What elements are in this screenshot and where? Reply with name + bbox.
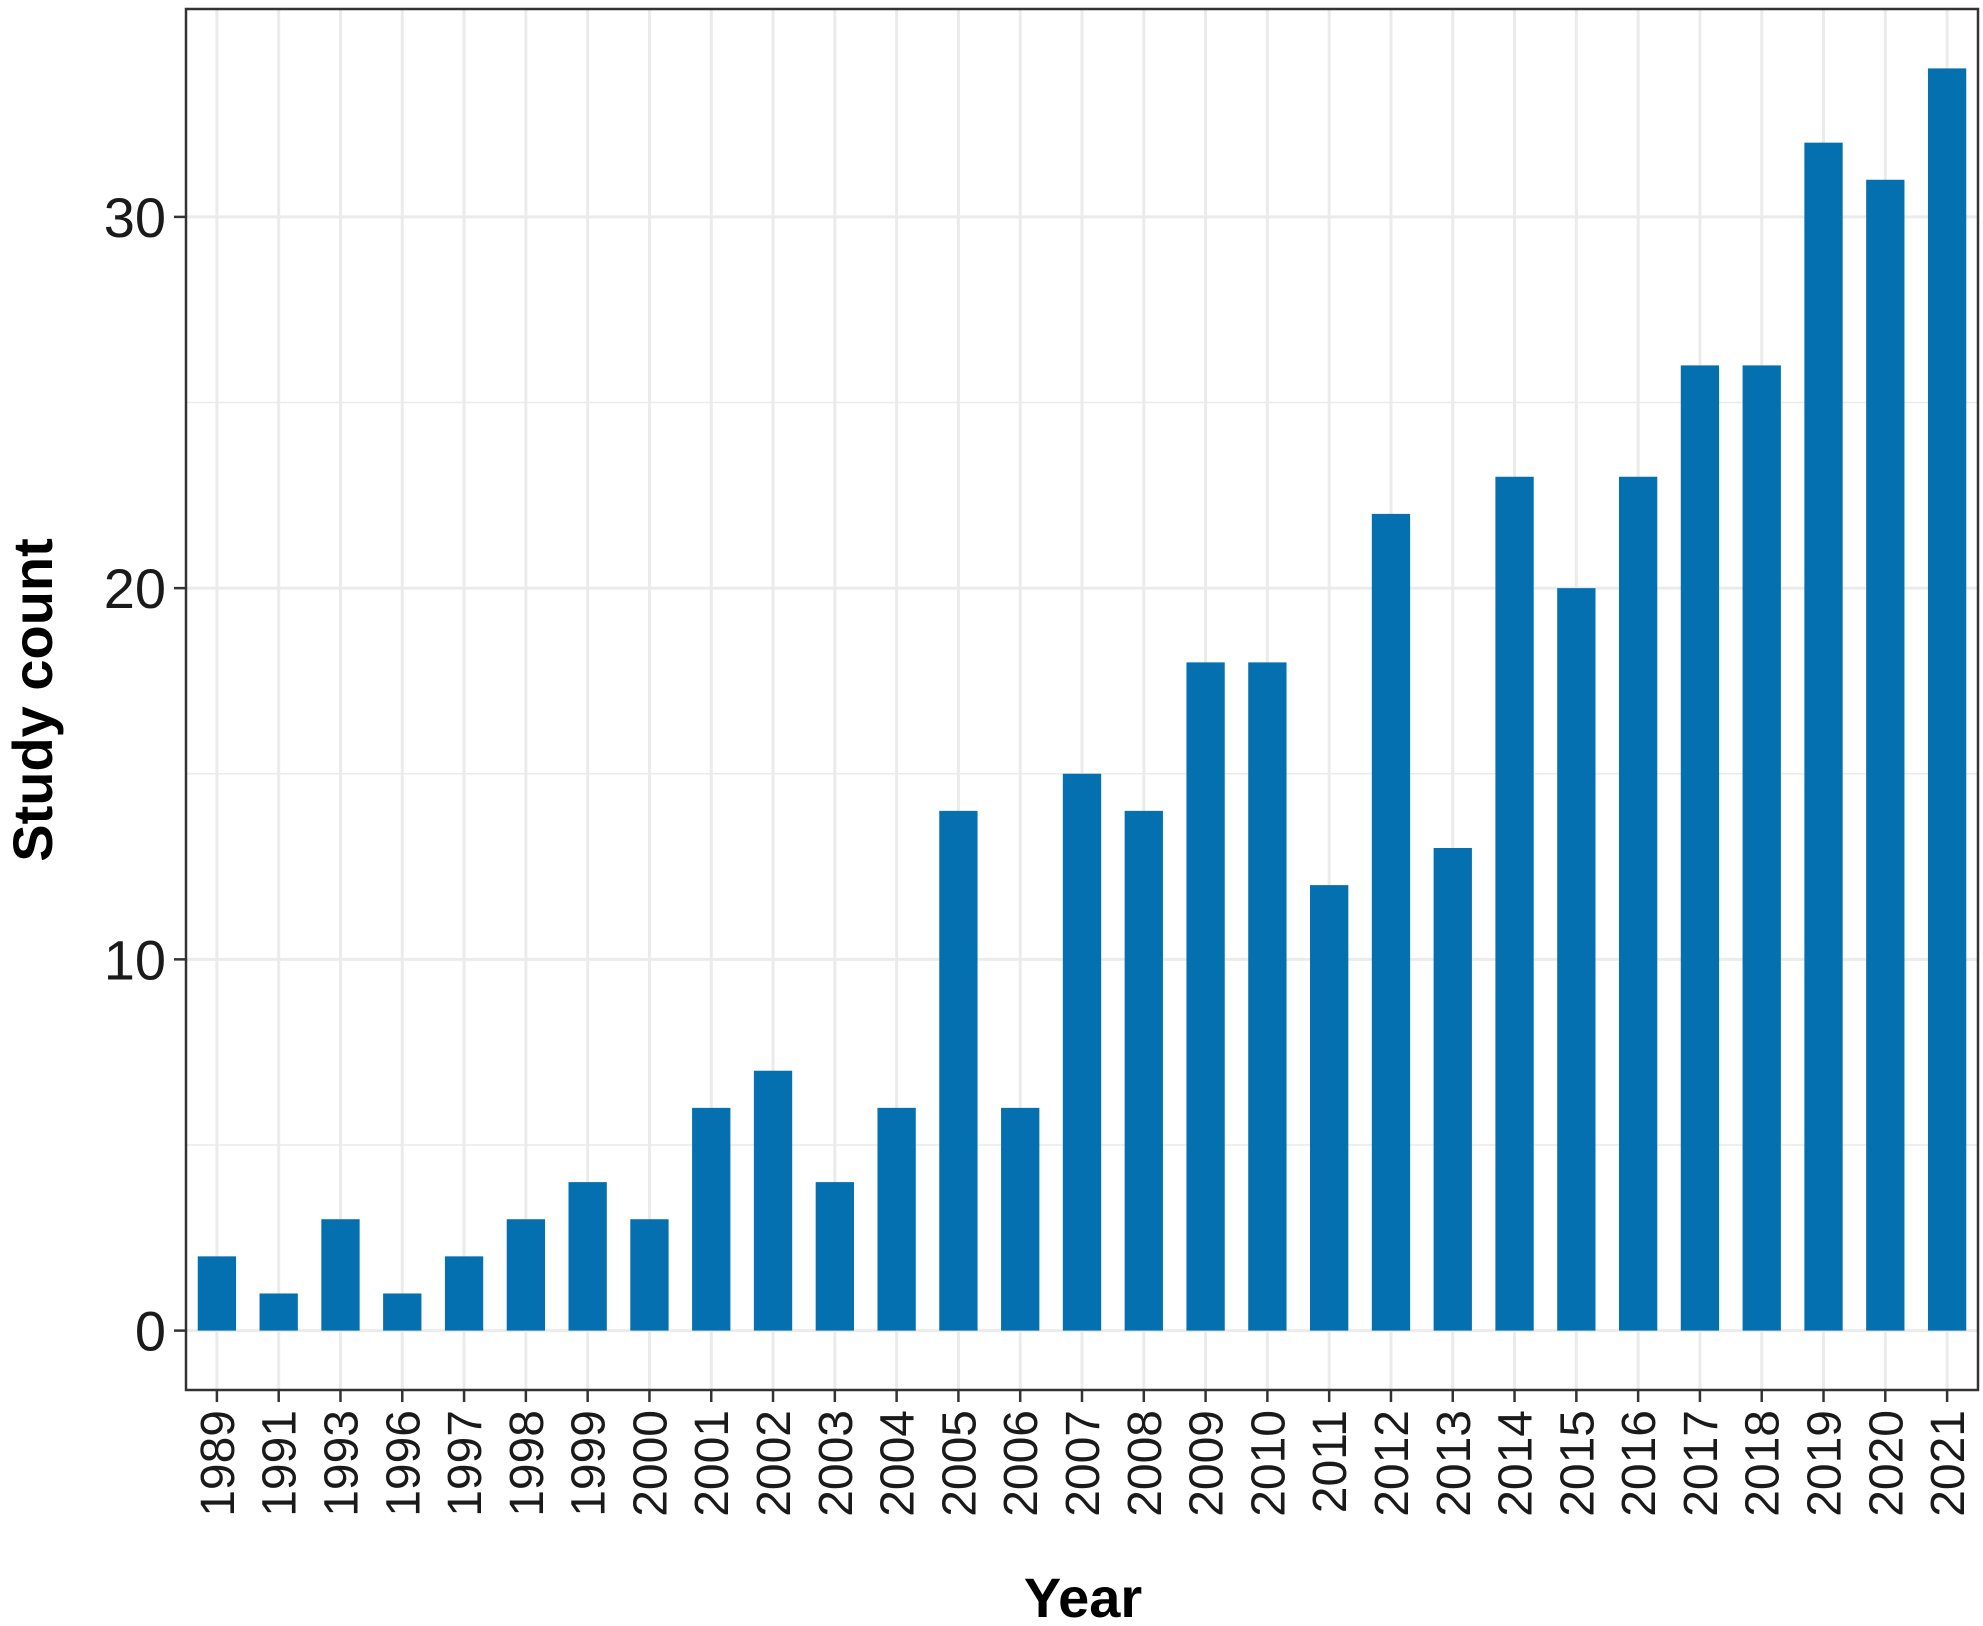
bar-1998 bbox=[506, 1219, 546, 1331]
x-tick-label: 2019 bbox=[1799, 1410, 1852, 1517]
x-tick-label: 2002 bbox=[748, 1410, 801, 1517]
bar-2001 bbox=[692, 1107, 731, 1331]
bar-1991 bbox=[259, 1293, 298, 1331]
x-tick-label: 2005 bbox=[933, 1410, 986, 1517]
x-tick-label: 2013 bbox=[1428, 1410, 1481, 1517]
bar-2021 bbox=[1927, 68, 1967, 1331]
bar-1993 bbox=[321, 1219, 360, 1331]
bar-2003 bbox=[815, 1182, 854, 1331]
bar-2014 bbox=[1495, 476, 1534, 1331]
x-tick-label: 2010 bbox=[1242, 1410, 1295, 1517]
bar-2006 bbox=[1001, 1107, 1040, 1331]
bar-2020 bbox=[1866, 179, 1905, 1331]
bar-2007 bbox=[1062, 773, 1102, 1331]
y-tick-label: 20 bbox=[104, 557, 166, 620]
bar-2012 bbox=[1371, 513, 1411, 1331]
x-tick-label: 1989 bbox=[192, 1410, 245, 1517]
x-tick-label: 1999 bbox=[563, 1410, 616, 1517]
x-axis-title: Year bbox=[1024, 1566, 1142, 1626]
y-tick-label: 30 bbox=[104, 186, 166, 249]
bar-2010 bbox=[1248, 662, 1287, 1331]
x-tick-label: 1993 bbox=[315, 1410, 368, 1517]
x-tick-label: 1996 bbox=[377, 1410, 430, 1517]
bar-2013 bbox=[1433, 847, 1472, 1331]
y-tick-label: 10 bbox=[104, 928, 166, 991]
bar-2000 bbox=[630, 1219, 669, 1331]
bar-1989 bbox=[197, 1256, 237, 1331]
bar-2019 bbox=[1804, 142, 1843, 1331]
x-tick-label: 2001 bbox=[686, 1410, 739, 1517]
x-tick-label: 2006 bbox=[995, 1410, 1048, 1517]
bar-2009 bbox=[1186, 662, 1225, 1331]
x-tick-label: 2015 bbox=[1551, 1410, 1604, 1517]
bar-2018 bbox=[1742, 365, 1781, 1331]
x-tick-label: 1991 bbox=[254, 1410, 307, 1517]
bar-2017 bbox=[1680, 365, 1720, 1331]
x-axis-ticks: 1989 1991 1993 1996 1997 1998 1999 2000 2001 2002… bbox=[192, 1390, 1975, 1517]
y-tick-label: 0 bbox=[135, 1300, 166, 1363]
x-tick-label: 1998 bbox=[501, 1410, 554, 1517]
y-axis-title: Study count bbox=[1, 538, 64, 862]
bar-2015 bbox=[1557, 588, 1596, 1331]
bar-1996 bbox=[383, 1293, 422, 1331]
x-tick-label: 2008 bbox=[1119, 1410, 1172, 1517]
bars bbox=[197, 68, 1967, 1331]
bar-2008 bbox=[1124, 810, 1163, 1331]
x-tick-label: 2018 bbox=[1737, 1410, 1790, 1517]
x-tick-label: 2009 bbox=[1181, 1410, 1234, 1517]
bar-2002 bbox=[753, 1070, 793, 1331]
bar-1997 bbox=[444, 1256, 484, 1331]
x-tick-label: 2011 bbox=[1304, 1410, 1357, 1513]
bar-1999 bbox=[568, 1182, 607, 1331]
x-tick-label: 1997 bbox=[439, 1410, 492, 1517]
x-tick-label: 2021 bbox=[1922, 1410, 1975, 1517]
bar-2005 bbox=[939, 810, 978, 1331]
y-axis-ticks: 0 10 20 30 bbox=[104, 186, 186, 1363]
x-tick-label: 2007 bbox=[1057, 1410, 1110, 1517]
x-tick-label: 2004 bbox=[872, 1410, 925, 1517]
x-tick-label: 2016 bbox=[1613, 1410, 1666, 1517]
bar-2004 bbox=[877, 1107, 916, 1331]
x-tick-label: 2017 bbox=[1675, 1410, 1728, 1517]
x-tick-label: 2020 bbox=[1860, 1410, 1913, 1517]
bar-2016 bbox=[1618, 476, 1658, 1331]
x-tick-label: 2014 bbox=[1490, 1410, 1543, 1517]
x-tick-label: 2000 bbox=[624, 1410, 677, 1517]
x-tick-label: 2012 bbox=[1366, 1410, 1419, 1517]
bar-2011 bbox=[1310, 885, 1349, 1331]
x-tick-label: 2003 bbox=[810, 1410, 863, 1517]
